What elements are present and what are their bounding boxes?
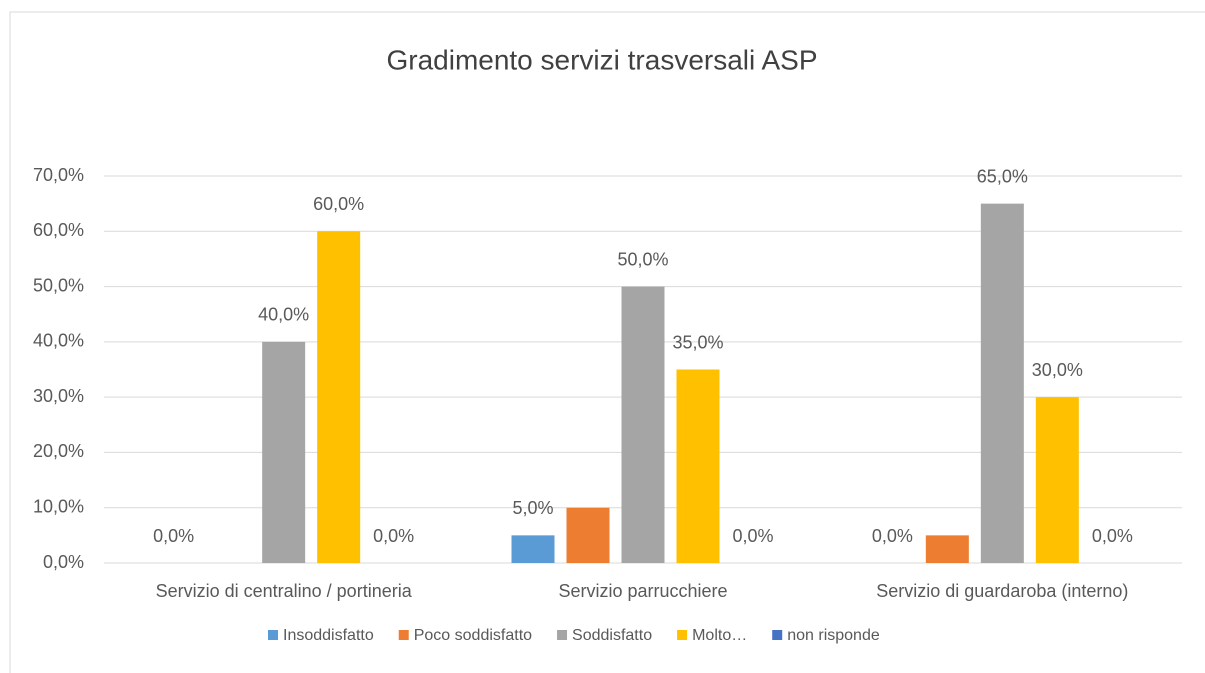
bar — [676, 369, 720, 563]
y-tick-label: 70,0% — [33, 165, 84, 185]
y-tick-label: 10,0% — [33, 496, 84, 516]
legend-marker — [268, 630, 278, 640]
legend-label: non risponde — [787, 627, 880, 644]
legend-marker — [677, 630, 688, 640]
bar — [317, 231, 361, 564]
chart-border — [9, 11, 1205, 673]
y-tick-label: 60,0% — [33, 220, 84, 240]
bar — [262, 341, 306, 563]
chart-title: Gradimento servizi trasversali ASP — [386, 44, 817, 75]
legend-label: Poco soddisfatto — [414, 627, 532, 644]
legend-label: Molto… — [692, 627, 747, 644]
data-label: 30,0% — [1032, 360, 1083, 380]
data-label: 0,0% — [1092, 526, 1133, 546]
legend-label: Insoddisfatto — [283, 627, 374, 644]
data-label: 5,0% — [512, 498, 553, 518]
bar — [621, 286, 665, 563]
legend-marker — [398, 630, 409, 640]
y-tick-label: 40,0% — [33, 331, 84, 351]
y-tick-label: 30,0% — [33, 386, 84, 406]
x-tick-label: Servizio di guardaroba (interno) — [876, 581, 1128, 601]
data-label: 0,0% — [872, 526, 913, 546]
bar — [566, 507, 610, 563]
data-label: 0,0% — [732, 526, 773, 546]
x-tick-label: Servizio parrucchiere — [558, 581, 727, 601]
legend-marker — [557, 630, 568, 640]
legend-label: Soddisfatto — [572, 627, 652, 644]
data-label: 60,0% — [313, 194, 364, 214]
data-label: 0,0% — [373, 526, 414, 546]
data-label: 50,0% — [617, 249, 668, 269]
y-tick-label: 50,0% — [33, 275, 84, 295]
bar — [1035, 397, 1079, 563]
data-label: 0,0% — [153, 526, 194, 546]
bar — [511, 535, 555, 563]
y-tick-label: 0,0% — [43, 552, 84, 572]
data-label: 35,0% — [672, 332, 723, 352]
y-tick-label: 20,0% — [33, 441, 84, 461]
x-tick-label: Servizio di centralino / portineria — [156, 581, 413, 601]
bar — [925, 535, 969, 563]
data-label: 65,0% — [977, 166, 1028, 186]
legend-marker — [772, 630, 783, 640]
bar — [980, 203, 1024, 563]
data-label: 40,0% — [258, 305, 309, 325]
